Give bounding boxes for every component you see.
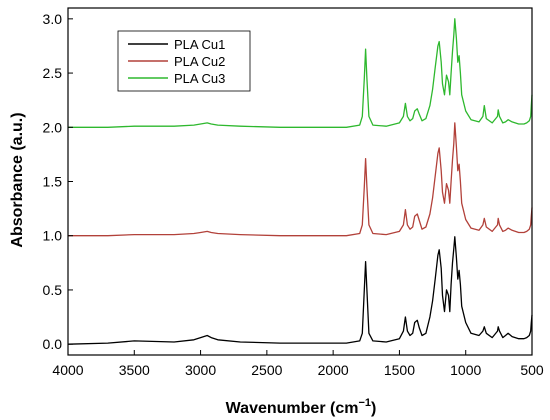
legend-label-1: PLA Cu1 (174, 37, 225, 52)
y-tick-label: 0.0 (43, 336, 63, 352)
series-line-1 (67, 236, 533, 345)
y-tick-label: 3.0 (43, 11, 63, 27)
legend-label-3: PLA Cu3 (174, 71, 225, 86)
y-tick-label: 1.5 (43, 174, 63, 190)
x-axis-title: Wavenumber (cm−1) (226, 397, 377, 417)
legend-label-2: PLA Cu2 (174, 54, 225, 69)
y-tick-label: 0.5 (43, 282, 63, 298)
y-tick-label: 2.0 (43, 119, 63, 135)
x-axis-title-sup: −1 (358, 397, 371, 409)
legend: PLA Cu1 PLA Cu2 PLA Cu3 (117, 30, 251, 92)
x-tick-label: 4000 (52, 362, 83, 378)
x-tick-label: 2000 (318, 362, 349, 378)
y-tick-label: 1.0 (43, 228, 63, 244)
x-tick-label: 1000 (450, 362, 481, 378)
y-axis-title: Absorbance (a.u.) (9, 112, 26, 247)
series-line-3 (68, 18, 533, 128)
series-layer (67, 18, 533, 345)
y-axis: 0.0 0.5 1.0 1.5 2.0 2.5 3.0 (43, 11, 73, 352)
x-axis: 4000 3500 3000 2500 2000 1500 1000 500 (52, 350, 544, 378)
series-line-2 (68, 122, 533, 237)
x-axis-title-text: Wavenumber (cm (226, 400, 359, 417)
x-tick-label: 500 (520, 362, 544, 378)
y-tick-label: 2.5 (43, 65, 63, 81)
x-tick-label: 3500 (119, 362, 150, 378)
x-tick-label: 1500 (384, 362, 415, 378)
x-tick-label: 3000 (185, 362, 216, 378)
x-tick-label: 2500 (251, 362, 282, 378)
x-axis-title-close: ) (371, 400, 376, 417)
